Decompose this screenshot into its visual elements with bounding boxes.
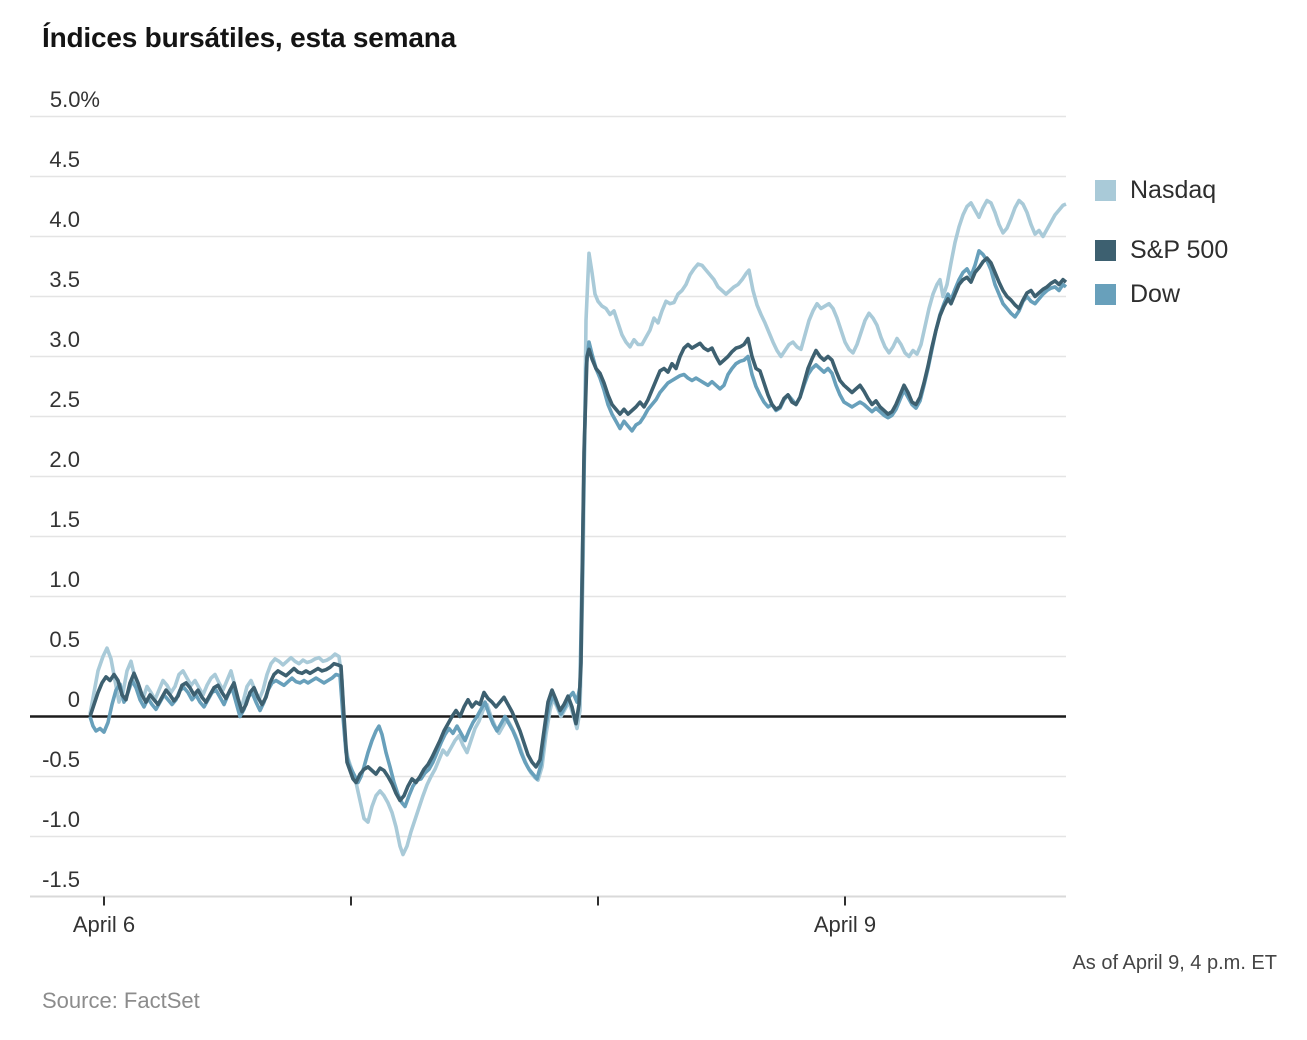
- legend-label: S&P 500: [1130, 235, 1229, 264]
- y-axis-label: 3.5: [49, 266, 80, 292]
- legend-item-dow: Dow: [1095, 279, 1181, 308]
- source-note: Source: FactSet: [42, 988, 200, 1013]
- y-axis-label: -0.5: [42, 746, 80, 772]
- x-axis-label: April 6: [72, 912, 136, 937]
- dow-line: [88, 249, 1068, 809]
- x-axis-label: April 9: [813, 912, 877, 937]
- y-axis-label: 4.0: [49, 206, 80, 232]
- legend-swatch-icon: [1095, 239, 1116, 261]
- legend-label: Dow: [1130, 279, 1181, 308]
- y-axis-label: 3.0: [49, 326, 80, 352]
- y-axis-label: 2.0: [49, 446, 80, 472]
- y-axis-label: 1.5: [49, 506, 80, 532]
- y-axis-label: -1.5: [42, 866, 80, 892]
- y-axis-label: 5.0%: [49, 86, 100, 112]
- y-axis-label: 0.5: [49, 626, 80, 652]
- legend-label: Nasdaq: [1130, 175, 1217, 204]
- legend-swatch-icon: [1095, 179, 1116, 201]
- y-axis-label: 1.0: [49, 566, 80, 592]
- y-axis-label: -1.0: [42, 806, 80, 832]
- y-axis-label: 2.5: [49, 386, 80, 412]
- nasdaq-line: [88, 198, 1067, 857]
- legend-swatch-icon: [1095, 283, 1116, 305]
- chart-title: Índices bursátiles, esta semana: [42, 22, 457, 53]
- s-p-500-line: [88, 256, 1068, 803]
- y-axis-label: 0: [67, 686, 80, 712]
- legend-item-nasdaq: Nasdaq: [1095, 175, 1217, 204]
- as-of-note: As of April 9, 4 p.m. ET: [1072, 952, 1277, 974]
- y-axis-label: 4.5: [49, 146, 80, 172]
- legend-item-s-p-500: S&P 500: [1095, 235, 1229, 264]
